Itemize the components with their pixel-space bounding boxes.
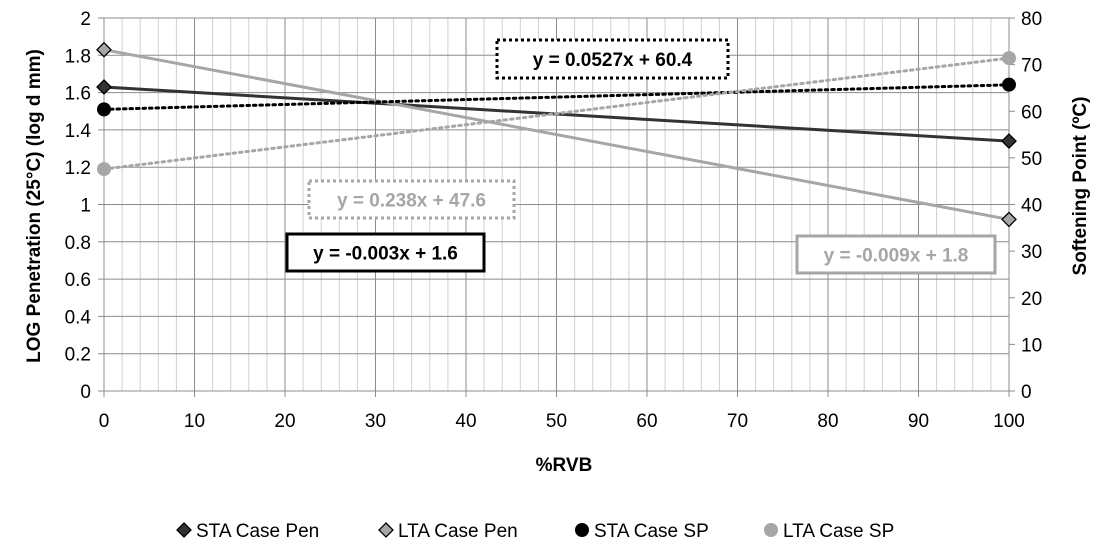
- x-tick-label: 80: [817, 411, 838, 432]
- y-left-tick-label: 2: [80, 9, 91, 30]
- x-tick-label: 30: [365, 411, 386, 432]
- y-right-tick-label: 80: [1021, 9, 1042, 30]
- markers-layer: [96, 41, 1017, 228]
- equation-text: y = 0.0527x + 60.4: [533, 50, 693, 71]
- y-left-tick-label: 0.8: [65, 233, 91, 254]
- equation-label: y = 0.238x + 47.6: [307, 179, 516, 220]
- x-tick-label: 70: [727, 411, 748, 432]
- y-right-tick-label: 30: [1021, 242, 1042, 263]
- equations-layer: y = 0.0527x + 60.4 y = 0.238x + 47.6 y = -…: [285, 38, 997, 275]
- x-axis-title: %RVB: [536, 455, 593, 476]
- legend-label: LTA Case SP: [783, 521, 894, 542]
- legend-item: LTA Case Pen: [378, 521, 518, 542]
- data-point-circle: [1002, 51, 1016, 66]
- data-point-diamond: [1001, 211, 1017, 228]
- legend-label: STA Case Pen: [196, 521, 319, 542]
- y-right-tick-label: 40: [1021, 196, 1042, 217]
- legend-item: STA Case SP: [575, 521, 709, 542]
- legend-item: STA Case Pen: [176, 521, 319, 542]
- equation-label: y = -0.003x + 1.6: [285, 232, 486, 273]
- y-left-tick-label: 1.4: [65, 121, 92, 142]
- legend-label: LTA Case Pen: [398, 521, 518, 542]
- data-point-circle: [97, 102, 111, 117]
- equation-box: [307, 179, 516, 220]
- y-right-tick-label: 50: [1021, 149, 1042, 170]
- x-tick-label: 20: [274, 411, 295, 432]
- trendline: [102, 56, 1011, 171]
- data-point-diamond: [96, 41, 112, 58]
- equation-label: y = -0.009x + 1.8: [795, 234, 997, 275]
- equation-text: y = -0.009x + 1.8: [824, 246, 969, 267]
- trendline: [103, 48, 1010, 221]
- legend-marker-diamond: [378, 522, 394, 538]
- data-point-diamond: [1001, 133, 1017, 150]
- y-axis-left-title: LOG Penetration (25°C) (log d mm): [24, 49, 45, 363]
- equation-text: y = 0.238x + 47.6: [337, 191, 486, 212]
- x-tick-label: 0: [99, 411, 110, 432]
- y-left-tick-label: 0.2: [65, 345, 91, 366]
- y-right-tick-label: 60: [1021, 102, 1042, 123]
- x-tick-label: 90: [908, 411, 929, 432]
- x-tick-label: 10: [184, 411, 205, 432]
- x-tick-label: 60: [636, 411, 657, 432]
- y-left-tick-label: 1.2: [65, 158, 91, 179]
- equation-label: y = 0.0527x + 60.4: [495, 38, 730, 80]
- legend-label: STA Case SP: [594, 521, 709, 542]
- y-right-tick-label: 70: [1021, 56, 1042, 77]
- lines-layer: [102, 48, 1011, 221]
- y-right-tick-label: 20: [1021, 289, 1042, 310]
- y-left-tick-label: 1: [80, 196, 91, 217]
- y-right-tick-label: 10: [1021, 335, 1042, 356]
- legend-marker-circle: [764, 523, 778, 537]
- x-tick-label: 40: [455, 411, 476, 432]
- data-point-circle: [97, 162, 111, 177]
- legend-marker-diamond: [176, 522, 192, 538]
- equation-text: y = -0.003x + 1.6: [313, 244, 458, 265]
- trendline: [102, 83, 1011, 111]
- x-tick-label: 50: [546, 411, 567, 432]
- legend-item: LTA Case SP: [764, 521, 894, 542]
- legend-marker-circle: [575, 523, 589, 537]
- labels-layer: 0 10 20 30 40 50 60 70 80 90 10000.20.40.60.811.21…: [65, 9, 1043, 432]
- y-left-tick-label: 0.6: [65, 270, 91, 291]
- y-axis-right-title: Softening Point (ºC): [1070, 97, 1091, 276]
- y-left-tick-label: 1.8: [65, 46, 91, 67]
- y-left-tick-label: 0.4: [65, 307, 92, 328]
- x-tick-label: 100: [993, 411, 1025, 432]
- legend: STA Case Pen LTA Case Pen STA Case SP LTA C…: [176, 521, 894, 542]
- equation-box: [495, 38, 730, 80]
- data-point-diamond: [96, 79, 112, 95]
- equation-box: [285, 232, 486, 273]
- y-left-tick-label: 1.6: [65, 84, 91, 105]
- y-left-tick-label: 0: [80, 382, 91, 403]
- equation-box: [795, 234, 997, 275]
- data-point-circle: [1002, 77, 1016, 92]
- y-right-tick-label: 0: [1021, 382, 1032, 403]
